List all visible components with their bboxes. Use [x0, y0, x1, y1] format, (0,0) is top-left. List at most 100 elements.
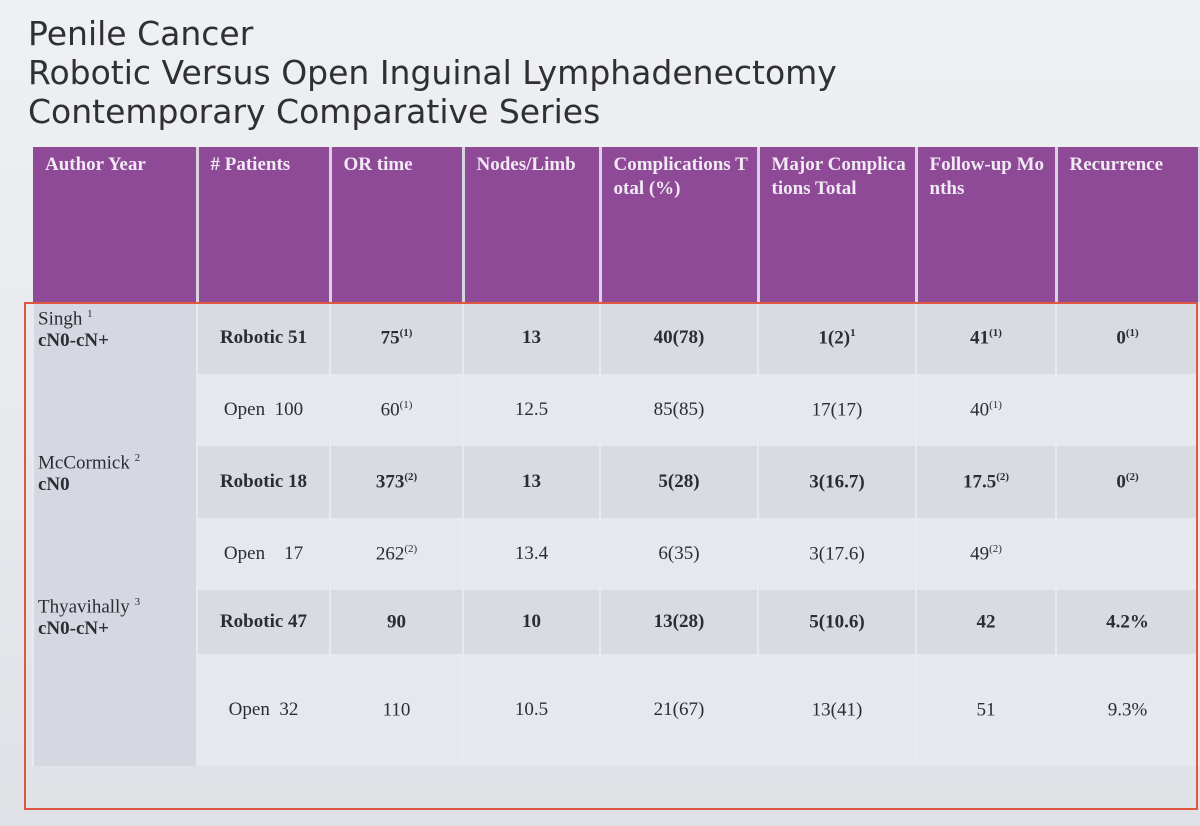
nodes-cell: 13.4: [462, 518, 601, 590]
reference-superscript: (2): [989, 542, 1002, 555]
nodes-cell-value: 10.5: [514, 699, 549, 720]
complications-cell: 13(28): [599, 590, 759, 654]
recurrence-cell: [1055, 374, 1200, 446]
nodes-cell: 13: [462, 446, 601, 518]
patients-cell: Robotic 51: [196, 302, 331, 374]
author-name: McCormick 2: [38, 452, 190, 474]
or-time-cell-value: 90: [387, 611, 406, 633]
comparison-table: Author Year # Patients OR time Nodes/Lim…: [32, 147, 1200, 766]
or-time-cell-value: 110: [382, 699, 411, 721]
or-time-cell: 110: [329, 654, 464, 766]
patients-cell-value: Open 32: [228, 699, 299, 720]
major-complications-cell: 3(17.6): [757, 518, 917, 590]
complications-cell-value: 5(28): [658, 471, 700, 492]
title-line-1: Penile Cancer: [28, 14, 254, 53]
complications-cell: 5(28): [599, 446, 759, 518]
author-name: Thyavihally 3: [38, 596, 190, 618]
patients-cell-value: Robotic 47: [219, 611, 308, 632]
reference-superscript: (1): [399, 326, 413, 339]
nodes-cell: 13: [462, 302, 601, 374]
follow-up-cell: 40(1): [915, 374, 1057, 446]
patients-cell-value: Open 100: [223, 399, 304, 420]
complications-cell-value: 40(78): [653, 327, 705, 348]
major-complications-cell-value: 17(17): [811, 399, 863, 421]
recurrence-cell-value: 4.2%: [1106, 611, 1149, 633]
title-line-2: Robotic Versus Open Inguinal Lymphadenec…: [28, 53, 837, 92]
reference-superscript: 1: [850, 326, 856, 339]
follow-up-cell: 49(2): [915, 518, 1057, 590]
header-major-complications: Major Complications Total: [756, 147, 918, 302]
follow-up-cell-value: 49: [970, 543, 990, 565]
complications-cell: 85(85): [599, 374, 759, 446]
major-complications-cell: 5(10.6): [757, 590, 917, 654]
author-cell: Thyavihally 3 cN0-cN+: [32, 590, 198, 766]
follow-up-cell-value: 51: [976, 699, 996, 721]
complications-cell-value: 21(67): [653, 699, 705, 720]
or-time-cell-value: 373: [375, 471, 405, 493]
follow-up-cell-value: 40: [970, 399, 990, 421]
patients-cell-value: Robotic 18: [219, 471, 308, 492]
major-complications-cell: 1(2)1: [757, 302, 917, 374]
author-reference: 2: [134, 452, 141, 464]
author-reference: 3: [134, 596, 141, 608]
nodes-cell-value: 10: [522, 611, 541, 632]
nodes-cell-value: 13: [522, 327, 541, 348]
reference-superscript: (1): [1125, 326, 1139, 339]
nodal-stage: cN0-cN+: [38, 330, 109, 352]
nodes-cell: 10: [462, 590, 601, 654]
follow-up-cell-value: 17.5: [962, 471, 997, 493]
header-row: Author Year # Patients OR time Nodes/Lim…: [33, 147, 1200, 302]
follow-up-cell-value: 42: [976, 611, 996, 633]
author-text: Singh: [38, 308, 83, 330]
recurrence-cell: 9.3%: [1055, 654, 1200, 766]
follow-up-cell: 51: [915, 654, 1057, 766]
follow-up-cell: 17.5(2): [915, 446, 1057, 518]
or-time-cell: 75(1): [329, 302, 464, 374]
major-complications-cell-value: 5(10.6): [809, 611, 865, 633]
reference-superscript: (1): [399, 398, 413, 411]
follow-up-cell: 41(1): [915, 302, 1057, 374]
author-cell: McCormick 2 cN0: [32, 446, 198, 590]
reference-superscript: (2): [404, 542, 418, 555]
or-time-cell-value: 60: [380, 399, 400, 421]
header-recurrence: Recurrence: [1054, 147, 1200, 302]
major-complications-cell-value: 13(41): [811, 699, 863, 721]
nodal-stage: cN0: [38, 474, 70, 496]
recurrence-cell: 0(1): [1055, 302, 1200, 374]
recurrence-cell: 0(2): [1055, 446, 1200, 518]
header-complications: Complications Total (%): [598, 147, 760, 302]
patients-cell: Open 32: [196, 654, 331, 766]
slide-title: Penile Cancer Robotic Versus Open Inguin…: [28, 14, 837, 131]
title-line-3: Contemporary Comparative Series: [28, 92, 601, 131]
major-complications-cell: 13(41): [757, 654, 917, 766]
major-complications-cell-value: 3(16.7): [809, 471, 865, 493]
nodes-cell: 10.5: [462, 654, 601, 766]
nodal-stage: cN0-cN+: [38, 618, 109, 640]
header-or-time: OR time: [328, 147, 465, 302]
header-author-year: Author Year: [33, 147, 199, 302]
patients-cell: Open 17: [196, 518, 331, 590]
header-follow-up: Follow-up Months: [914, 147, 1058, 302]
or-time-cell-value: 262: [375, 543, 405, 565]
patients-cell: Robotic 47: [196, 590, 331, 654]
or-time-cell: 262(2): [329, 518, 464, 590]
complications-cell: 40(78): [599, 302, 759, 374]
table-row: Open 32 110 10.5 21(67) 13(41) 51 9.3%: [33, 654, 1200, 766]
recurrence-cell: 4.2%: [1055, 590, 1200, 654]
major-complications-cell-value: 3(17.6): [809, 543, 865, 565]
header-nodes-limb: Nodes/Limb: [461, 147, 602, 302]
complications-cell-value: 13(28): [653, 611, 705, 632]
recurrence-cell: [1055, 518, 1200, 590]
nodes-cell-value: 12.5: [514, 399, 549, 420]
or-time-cell: 90: [329, 590, 464, 654]
complications-cell-value: 85(85): [653, 399, 705, 420]
reference-superscript: (1): [989, 398, 1002, 411]
complications-cell-value: 6(35): [658, 543, 700, 564]
recurrence-cell-value: 0: [1116, 327, 1126, 349]
table-row: McCormick 2 cN0 Robotic 18 373 (2) 13 5(28) 3(1…: [32, 446, 1200, 590]
major-complications-cell: 17(17): [757, 374, 917, 446]
header-patients: # Patients: [195, 147, 332, 302]
table-row: Open 100 60(1) 12.5 85(85) 17(17) 40(1): [33, 374, 1200, 446]
complications-cell: 6(35): [599, 518, 759, 590]
recurrence-cell-value: 0: [1116, 471, 1126, 493]
